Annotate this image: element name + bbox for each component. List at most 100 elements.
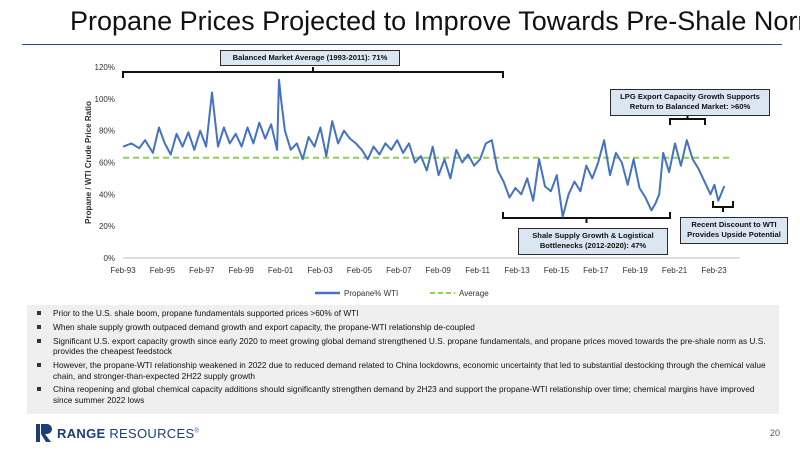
data-point (426, 169, 428, 172)
x-tick-label: Feb-15 (544, 266, 570, 275)
data-point (205, 145, 207, 148)
data-point (240, 145, 243, 148)
data-point (217, 145, 219, 148)
data-point (479, 158, 481, 160)
data-point (579, 190, 582, 192)
data-point (235, 133, 237, 135)
data-point (508, 196, 511, 199)
data-point (307, 136, 310, 138)
data-point (319, 126, 321, 129)
data-point (638, 187, 641, 189)
callout-recent-discount: Recent Discount to WTI Provides Upside P… (680, 217, 788, 244)
data-point (658, 193, 660, 195)
data-point (284, 130, 286, 132)
data-point (229, 142, 231, 144)
x-tick-label: Feb-21 (662, 266, 688, 275)
page-number: 20 (769, 428, 780, 438)
data-point (130, 142, 132, 144)
data-point (662, 152, 664, 154)
annotation-brackets (122, 67, 734, 223)
x-tick-label: Feb-93 (110, 266, 136, 275)
data-point (270, 123, 272, 125)
data-point (152, 152, 154, 154)
data-point (437, 174, 440, 176)
data-point (591, 177, 593, 180)
data-point (544, 185, 546, 187)
data-point (144, 139, 146, 141)
data-point (633, 158, 635, 160)
data-point (497, 169, 499, 172)
callout-lpg-export: LPG Export Capacity Growth Supports Retu… (610, 89, 770, 116)
data-point (378, 153, 381, 156)
data-point (520, 193, 522, 195)
data-point (692, 158, 694, 160)
chart-axes: 0% 20% 40% 60% 80% 100% 120% Feb-93 Feb-95 Feb-97… (84, 63, 740, 275)
slide-title: Propane Prices Projected to Improve Towa… (70, 6, 800, 36)
data-point (420, 155, 422, 157)
data-point (372, 145, 375, 148)
bullet-item: Prior to the U.S. shale boom, propane fu… (35, 308, 773, 319)
data-point (443, 158, 446, 160)
data-point (211, 91, 213, 94)
data-point (562, 216, 564, 218)
data-point (170, 153, 172, 156)
data-point (680, 165, 682, 167)
data-point (296, 142, 298, 144)
y-tick-label: 40% (99, 190, 115, 199)
data-point (503, 181, 505, 183)
data-point (199, 130, 201, 132)
data-point (723, 185, 725, 187)
y-tick-label: 80% (99, 127, 115, 136)
data-point (349, 138, 351, 140)
chart: 0% 20% 40% 60% 80% 100% 120% Feb-93 Feb-95 Feb-97… (84, 63, 740, 298)
data-point (491, 139, 493, 141)
data-point (258, 122, 260, 124)
bullet-item: When shale supply growth outpaced demand… (35, 322, 773, 333)
callout-shale-supply: Shale Supply Growth & Logistical Bottlen… (518, 228, 668, 255)
data-point (325, 155, 327, 157)
data-point (278, 79, 280, 81)
bracket-shale-supply (502, 212, 671, 223)
callout-balanced-market: Balanced Market Average (1993-2011): 71% (220, 50, 400, 67)
data-point (644, 196, 647, 199)
y-tick-label: 60% (99, 159, 115, 168)
company-logo: RANGE RESOURCES® (36, 424, 199, 442)
data-point (361, 149, 363, 151)
x-tick-label: Feb-09 (426, 266, 452, 275)
data-point (650, 209, 652, 211)
data-point (313, 145, 316, 148)
data-point (550, 190, 552, 192)
bracket-recent-discount (712, 201, 734, 212)
x-tick-label: Feb-05 (347, 266, 373, 275)
data-point (181, 145, 184, 148)
y-tick-label: 120% (95, 63, 115, 72)
x-tick-label: Feb-17 (583, 266, 609, 275)
data-point (467, 153, 469, 156)
data-point (461, 161, 463, 164)
title-divider (22, 44, 782, 45)
data-point (654, 203, 656, 205)
data-point (556, 174, 558, 176)
data-point (603, 139, 605, 141)
x-tick-label: Feb-13 (504, 266, 530, 275)
data-point (703, 181, 706, 183)
data-point (246, 126, 249, 129)
data-point (597, 161, 599, 164)
data-point (390, 149, 392, 151)
y-axis-label: Propane / WTI Crude Price Ratio (84, 101, 93, 224)
bracket-balanced-market (122, 67, 504, 78)
y-tick-label: 20% (99, 222, 115, 231)
data-point (449, 177, 452, 180)
data-point (122, 145, 124, 148)
data-point (668, 171, 670, 173)
data-point (709, 193, 712, 195)
data-point (408, 142, 410, 144)
data-point (686, 139, 688, 141)
data-point (187, 131, 190, 133)
x-tick-label: Feb-99 (229, 266, 255, 275)
data-point (568, 193, 570, 195)
bracket-lpg-export (669, 114, 706, 125)
data-point (290, 149, 292, 151)
data-point (158, 126, 160, 129)
x-tick-label: Feb-97 (189, 266, 215, 275)
